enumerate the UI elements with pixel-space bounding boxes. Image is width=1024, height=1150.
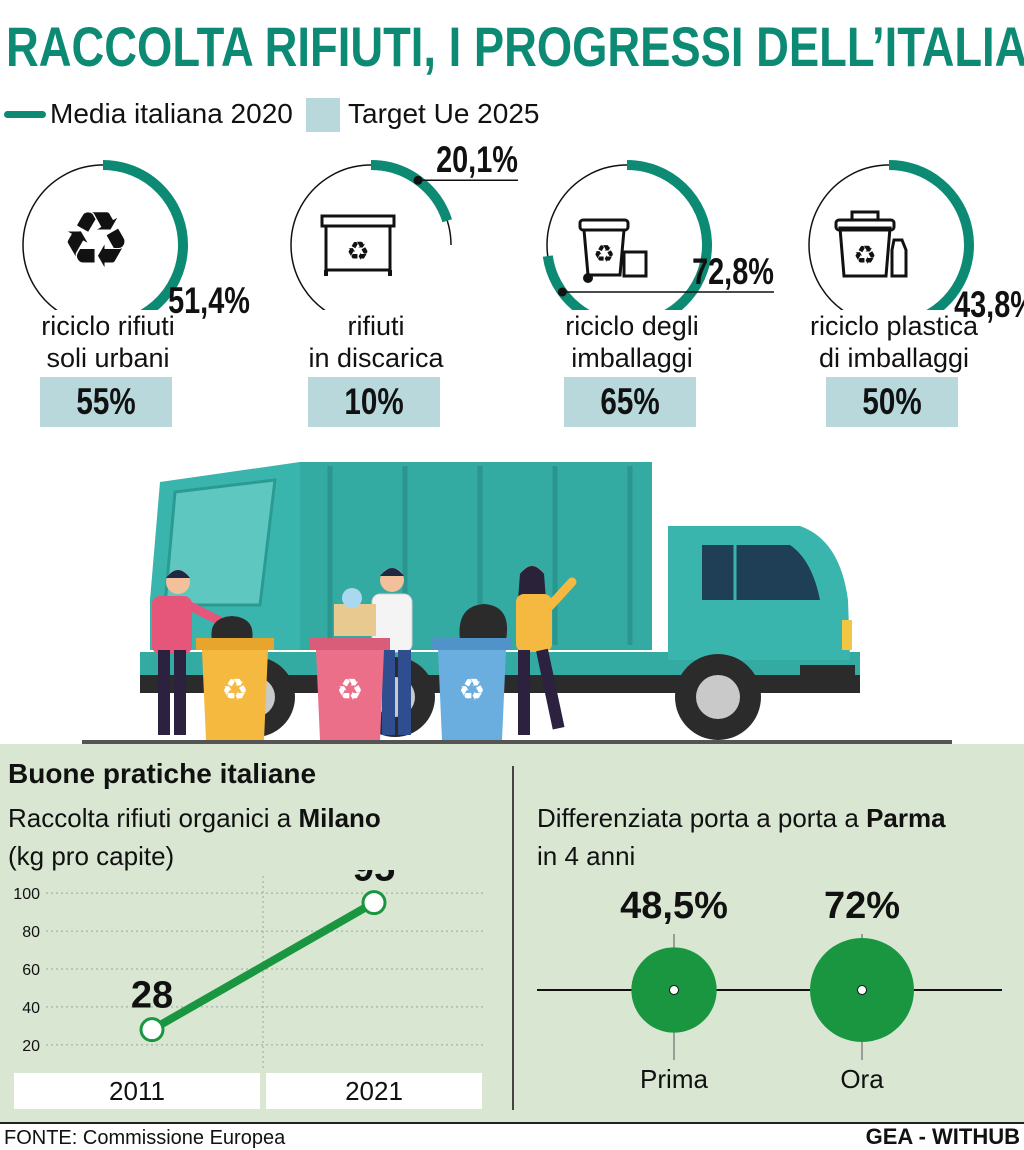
legend-box-swatch [306, 98, 340, 132]
gauge-3-value-arc [542, 160, 712, 310]
bubble-category-2: Ora [840, 1064, 884, 1094]
svg-text:♻: ♻ [346, 237, 369, 267]
person-middle-icon [334, 568, 413, 735]
gauge-4-graphic: ♻ [808, 160, 974, 310]
parma-period: in 4 anni [537, 841, 636, 871]
svg-text:♻: ♻ [222, 673, 249, 708]
svg-text:♻: ♻ [61, 196, 131, 286]
milano-line-chart: 20 40 60 80 100 28 95 [13, 870, 486, 1070]
yellow-bin-icon: ♻ [196, 638, 274, 740]
pink-bin-icon: ♻ [310, 638, 390, 740]
gauge-2-graphic: ♻ [290, 160, 518, 310]
bubble-category-1: Prima [640, 1064, 708, 1094]
wheelie-bin-icon: ♻ [578, 218, 648, 283]
panel-divider [512, 766, 514, 1110]
y-tick-label: 60 [22, 962, 40, 979]
gauge-2-target: 10% [308, 377, 440, 427]
gauge-1: ♻ 51,4% riciclo rifiuti soli urbani 55% [0, 140, 256, 440]
gauge-1-label-line-2: soli urbani [46, 343, 170, 373]
x-label-2021: 2021 [266, 1073, 482, 1109]
bubble-value-2: 72% [824, 885, 900, 927]
blue-bin-icon: ♻ [432, 638, 512, 740]
data-label-2021: 95 [353, 870, 395, 890]
gauge-4-target: 50% [826, 377, 958, 427]
footer-rule [0, 1122, 1024, 1124]
x-label-2011: 2011 [14, 1073, 260, 1109]
data-point-2011 [139, 1017, 165, 1043]
legend-line-swatch [4, 111, 46, 118]
milano-unit: (kg pro capite) [8, 841, 175, 871]
data-point-2021 [361, 890, 387, 916]
credit-logo: GEA - WITHUB [865, 1124, 1020, 1149]
source-note: FONTE: Commissione Europea [4, 1127, 286, 1149]
svg-text:♻: ♻ [459, 673, 486, 708]
garbage-truck-illustration: ♻ ♻ ♻ [82, 462, 952, 744]
gauge-3: ♻ 72,8% riciclo degli imballaggi 65% [524, 140, 780, 440]
good-practices-title: Buone pratiche italiane [8, 758, 317, 789]
person-right-icon [516, 566, 577, 735]
plastic-bin-icon: ♻ [834, 210, 908, 278]
gauge-3-label-line-2: imballaggi [571, 343, 693, 373]
gauge-4-value-arc [888, 160, 974, 310]
series-line [148, 898, 378, 1034]
parma-subtitle-text: Differenziata porta a porta a [537, 803, 867, 833]
gauge-1-value: 51,4% [168, 280, 250, 322]
gauge-3-marker [557, 287, 567, 297]
milano-subtitle-text: Raccolta rifiuti organici a [8, 803, 299, 833]
y-tick-label: 80 [22, 924, 40, 941]
gauge-1-target: 55% [40, 377, 172, 427]
dumpster-icon: ♻ [320, 214, 396, 276]
parma-subtitle: Differenziata porta a porta a Parma [537, 802, 946, 834]
legend-box-label: Target Ue 2025 [348, 98, 540, 129]
svg-text:♻: ♻ [853, 241, 876, 271]
milano-subtitle: Raccolta rifiuti organici a Milano [8, 802, 381, 834]
svg-text:♻: ♻ [337, 673, 364, 708]
gauge-2-label-line-1: rifiuti [347, 311, 405, 341]
bubble-center-1 [669, 985, 679, 995]
gauge-3-label-line-1: riciclo degli [565, 311, 699, 341]
gauge-4-label-line-1: riciclo plastica [809, 311, 979, 341]
page-title: RACCOLTA RIFIUTI, I PROGRESSI DELL’ITALI… [6, 15, 1024, 78]
gauge-3-value: 72,8% [692, 251, 774, 293]
svg-text:♻: ♻ [593, 240, 615, 268]
milano-city: Milano [298, 803, 381, 833]
parma-city: Parma [866, 803, 946, 833]
good-practices-panel [0, 744, 1024, 1124]
y-tick-label: 40 [22, 1000, 40, 1017]
gauge-2-value: 20,1% [436, 139, 518, 181]
gauge-2: ♻ 20,1% rifiuti in discarica 10% [268, 140, 524, 440]
gauge-3-target: 65% [564, 377, 696, 427]
bubble-value-1: 48,5% [620, 885, 728, 927]
bubble-center-2 [857, 985, 867, 995]
gauge-1-value-arc [102, 160, 188, 310]
gauge-4-value: 43,8% [954, 284, 1024, 325]
gauge-1-label-line-1: riciclo rifiuti [41, 311, 175, 341]
data-label-2011: 28 [131, 975, 173, 1017]
legend-line-label: Media italiana 2020 [50, 98, 293, 129]
recycle-symbol-icon: ♻ [61, 196, 131, 286]
gauge-4-label-line-2: di imballaggi [818, 343, 970, 373]
y-tick-label: 100 [13, 886, 40, 903]
y-tick-label: 20 [22, 1038, 40, 1055]
parma-bubble-chart: 48,5% Prima 72% Ora [537, 885, 1002, 1094]
gauge-2-label-line-2: in discarica [308, 343, 444, 373]
gauge-3-graphic: ♻ [542, 160, 774, 310]
gauge-1-graphic: ♻ [22, 160, 188, 310]
